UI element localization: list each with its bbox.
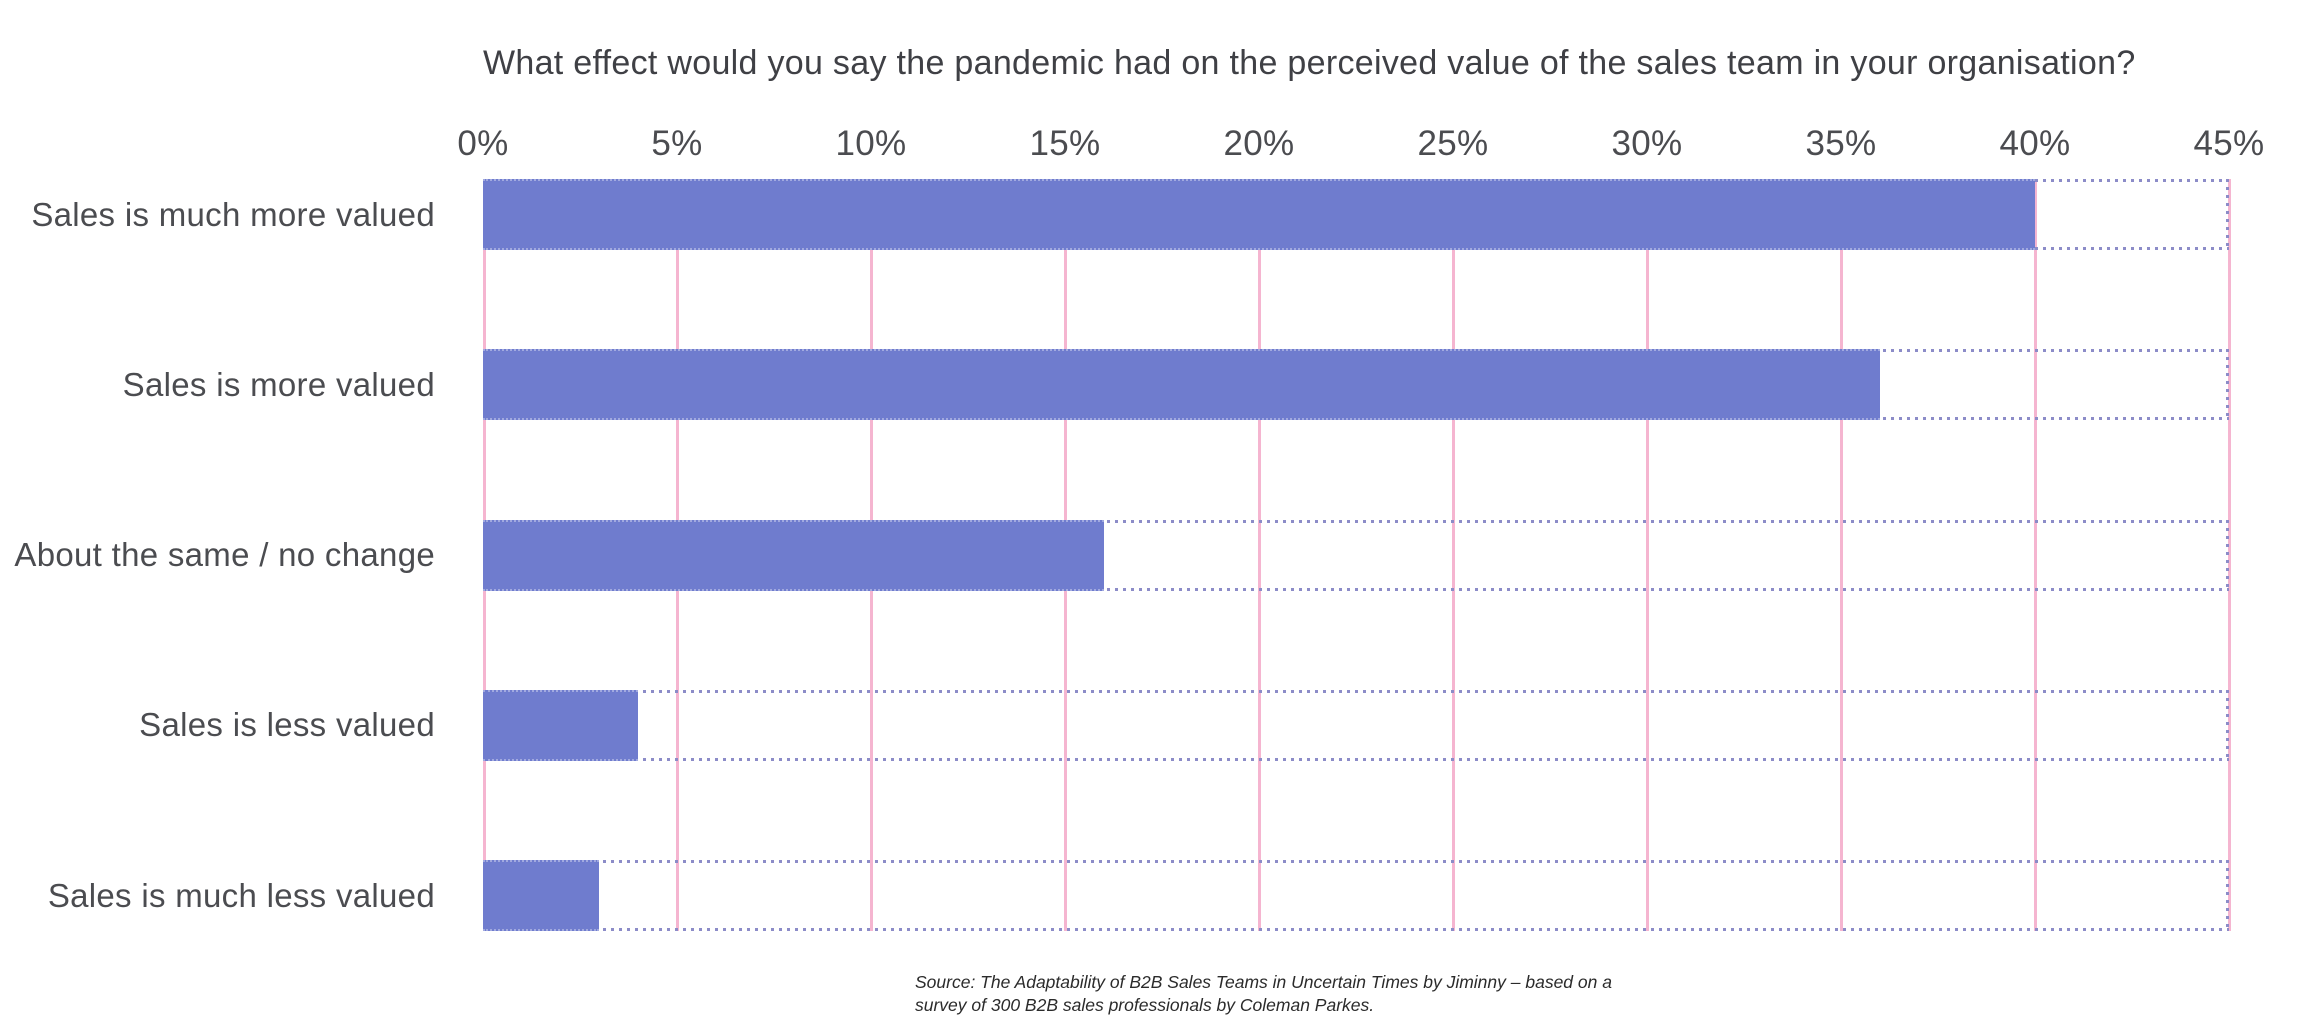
x-tick-35%: 35%: [1805, 124, 1877, 163]
category-label: Sales is much more valued: [31, 195, 435, 233]
x-tick-40%: 40%: [1999, 124, 2071, 163]
plot-area: [483, 179, 2231, 931]
row-dotted-right: [2226, 349, 2229, 421]
bar: [483, 349, 1880, 421]
bar: [483, 860, 600, 931]
bar-row: [483, 179, 2229, 250]
category-label: Sales is more valued: [122, 365, 435, 403]
x-tick-45%: 45%: [2193, 124, 2265, 163]
row-dotted-right: [2226, 179, 2229, 250]
gridline-30%: [1645, 179, 1649, 931]
category-label: About the same / no change: [14, 536, 435, 573]
row-dotted-right: [2226, 519, 2229, 591]
x-tick-10%: 10%: [835, 124, 907, 163]
x-tick-5%: 5%: [651, 124, 703, 163]
source-line-1: Source: The Adaptability of B2B Sales Te…: [915, 972, 1612, 992]
x-tick-0%: 0%: [457, 124, 509, 163]
x-tick-15%: 15%: [1029, 124, 1101, 163]
bar-row: [483, 519, 2229, 591]
row-dotted-top: [483, 860, 2229, 863]
bar: [483, 689, 639, 761]
x-tick-25%: 25%: [1417, 124, 1489, 163]
gridline-35%: [1839, 179, 1843, 931]
bar-row: [483, 349, 2229, 421]
bar: [483, 519, 1104, 591]
gridline-20%: [1257, 179, 1261, 931]
gridline-25%: [1451, 179, 1455, 931]
source-note: Source: The Adaptability of B2B Sales Te…: [915, 971, 1612, 1017]
category-label: Sales is much less valued: [47, 876, 435, 914]
gridline-45%: [2227, 179, 2231, 931]
x-tick-30%: 30%: [1611, 124, 1683, 163]
row-dotted-bottom: [483, 928, 2229, 931]
bar-row: [483, 860, 2229, 931]
bar: [483, 179, 2035, 250]
category-label: Sales is less valued: [139, 706, 435, 744]
gridline-40%: [2033, 179, 2037, 931]
bar-row: [483, 689, 2229, 761]
row-dotted-bottom: [483, 757, 2229, 761]
row-dotted-right: [2226, 689, 2229, 761]
row-dotted-top: [483, 519, 2229, 523]
row-dotted-top: [483, 689, 2229, 693]
x-tick-20%: 20%: [1223, 124, 1295, 163]
row-dotted-bottom: [483, 587, 2229, 591]
row-dotted-right: [2226, 860, 2229, 931]
chart-title: What effect would you say the pandemic h…: [483, 44, 2136, 82]
source-line-2: survey of 300 B2B sales professionals by…: [915, 995, 1375, 1015]
